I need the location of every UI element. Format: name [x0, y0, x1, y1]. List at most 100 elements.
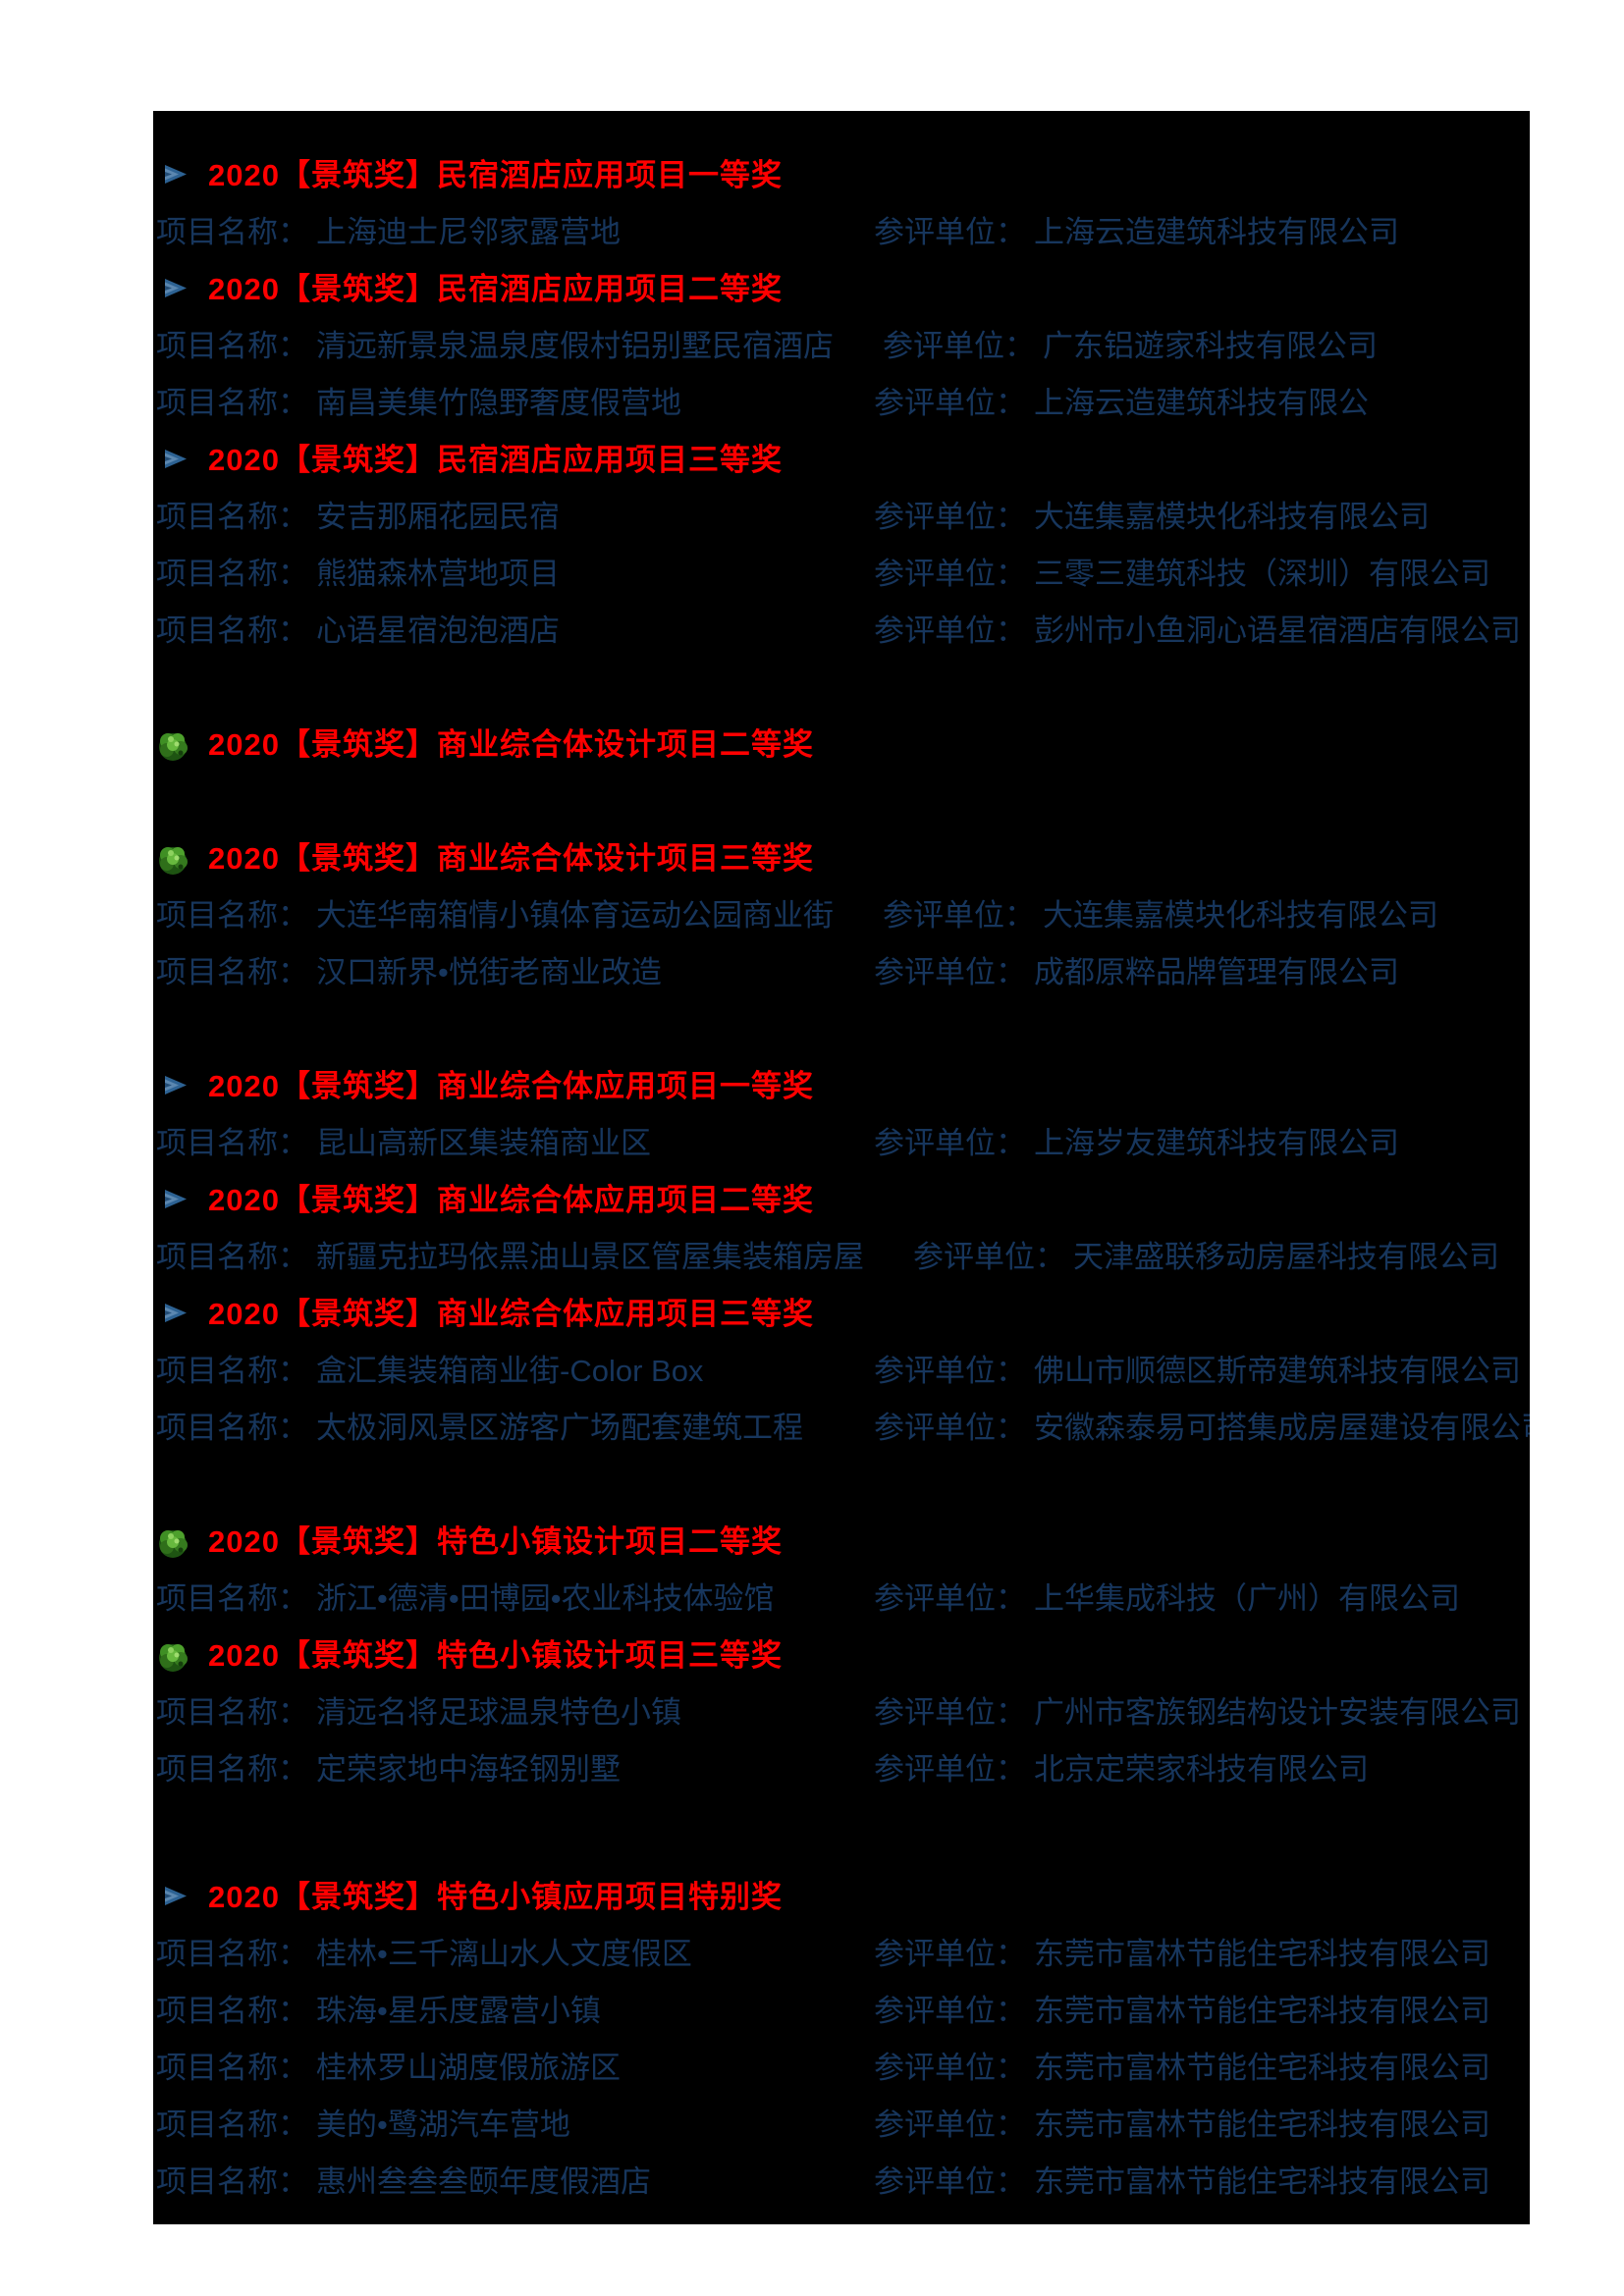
- arrow-bullet-icon: [165, 1184, 208, 1208]
- unit-name: 天津盛联移动房屋科技有限公司: [1073, 1240, 1499, 1274]
- arrow-bullet-icon: [165, 1298, 208, 1322]
- arrow-bullet-icon: [165, 1881, 208, 1905]
- project-label: 项目名称：: [156, 614, 308, 648]
- unit-label: 参评单位：: [874, 215, 1026, 249]
- unit-name: 东莞市富林节能住宅科技有限公司: [1034, 2164, 1490, 2199]
- project-name: 定荣家地中海轻钢别墅: [316, 1752, 621, 1787]
- tree-bullet-icon: [157, 728, 208, 763]
- project-row: 项目名称： 桂林•三千漓山水人文度假区 参评单位： 东莞市富林节能住宅科技有限公司: [153, 1938, 1530, 1995]
- award-heading-text: 2020【景筑奖】民宿酒店应用项目二等奖: [208, 272, 783, 306]
- unit-label: 参评单位：: [874, 1752, 1026, 1787]
- project-label: 项目名称：: [156, 1126, 308, 1160]
- project-row: 项目名称： 心语星宿泡泡酒店 参评单位： 彭州市小鱼洞心语星宿酒店有限公司: [153, 614, 1530, 671]
- unit-cell: 参评单位： 彭州市小鱼洞心语星宿酒店有限公司: [874, 614, 1521, 648]
- unit-name: 东莞市富林节能住宅科技有限公司: [1034, 2051, 1490, 2085]
- award-heading-text: 2020【景筑奖】商业综合体应用项目一等奖: [208, 1069, 814, 1103]
- project-cell: 项目名称： 南昌美集竹隐野奢度假营地: [156, 387, 874, 420]
- project-cell: 项目名称： 惠州叁叁叁颐年度假酒店: [156, 2165, 874, 2199]
- unit-label: 参评单位：: [883, 329, 1035, 363]
- unit-cell: 参评单位： 上海云造建筑科技有限公: [874, 387, 1369, 420]
- unit-label: 参评单位：: [874, 1354, 1026, 1388]
- project-cell: 项目名称： 清远新景泉温泉度假村铝别墅民宿酒店: [156, 330, 883, 363]
- project-label: 项目名称：: [156, 955, 308, 989]
- unit-name: 广州市客族钢结构设计安装有限公司: [1034, 1695, 1521, 1730]
- unit-cell: 参评单位： 三零三建筑科技（深圳）有限公司: [874, 558, 1490, 591]
- project-row: 项目名称： 汉口新界•悦街老商业改造 参评单位： 成都原粹品牌管理有限公司: [153, 956, 1530, 1013]
- project-name: 南昌美集竹隐野奢度假营地: [316, 386, 681, 420]
- unit-label: 参评单位：: [874, 386, 1026, 420]
- project-name: 心语星宿泡泡酒店: [316, 614, 560, 648]
- project-name: 昆山高新区集装箱商业区: [316, 1126, 651, 1160]
- unit-cell: 参评单位： 大连集嘉模块化科技有限公司: [883, 899, 1438, 933]
- project-label: 项目名称：: [156, 1240, 308, 1274]
- project-cell: 项目名称： 盒汇集装箱商业街-Color Box: [156, 1355, 874, 1388]
- project-row: 项目名称： 珠海•星乐度露营小镇 参评单位： 东莞市富林节能住宅科技有限公司: [153, 1995, 1530, 2052]
- unit-label: 参评单位：: [883, 898, 1035, 933]
- arrow-bullet-icon: [165, 159, 208, 184]
- project-name: 珠海•星乐度露营小镇: [316, 1994, 601, 2028]
- blank-line: [153, 1810, 1530, 1881]
- unit-label: 参评单位：: [874, 1581, 1026, 1616]
- project-row: 项目名称： 南昌美集竹隐野奢度假营地 参评单位： 上海云造建筑科技有限公: [153, 387, 1530, 444]
- award-heading-text: 2020【景筑奖】商业综合体设计项目二等奖: [208, 727, 814, 762]
- unit-cell: 参评单位： 东莞市富林节能住宅科技有限公司: [874, 1938, 1490, 1971]
- unit-label: 参评单位：: [874, 955, 1026, 989]
- project-cell: 项目名称： 心语星宿泡泡酒店: [156, 614, 874, 648]
- unit-label: 参评单位：: [874, 2164, 1026, 2199]
- project-name: 清远新景泉温泉度假村铝别墅民宿酒店: [316, 329, 834, 363]
- project-label: 项目名称：: [156, 329, 308, 363]
- award-heading: 2020【景筑奖】商业综合体应用项目三等奖: [153, 1298, 1530, 1355]
- unit-name: 东莞市富林节能住宅科技有限公司: [1034, 2108, 1490, 2142]
- unit-cell: 参评单位： 大连集嘉模块化科技有限公司: [874, 501, 1430, 534]
- award-heading-text: 2020【景筑奖】民宿酒店应用项目一等奖: [208, 158, 783, 192]
- project-cell: 项目名称： 浙江•德清•田博园•农业科技体验馆: [156, 1582, 874, 1616]
- unit-cell: 参评单位： 成都原粹品牌管理有限公司: [874, 956, 1399, 989]
- unit-name: 大连集嘉模块化科技有限公司: [1043, 898, 1438, 933]
- project-label: 项目名称：: [156, 1354, 308, 1388]
- project-label: 项目名称：: [156, 500, 308, 534]
- unit-cell: 参评单位： 上海云造建筑科技有限公司: [874, 216, 1399, 249]
- unit-cell: 参评单位： 广州市客族钢结构设计安装有限公司: [874, 1696, 1521, 1730]
- project-cell: 项目名称： 定荣家地中海轻钢别墅: [156, 1753, 874, 1787]
- project-name: 大连华南箱情小镇体育运动公园商业街: [316, 898, 834, 933]
- award-heading: 2020【景筑奖】商业综合体设计项目二等奖: [153, 728, 1530, 785]
- project-row: 项目名称： 桂林罗山湖度假旅游区 参评单位： 东莞市富林节能住宅科技有限公司: [153, 2052, 1530, 2109]
- award-heading: 2020【景筑奖】商业综合体应用项目二等奖: [153, 1184, 1530, 1241]
- unit-cell: 参评单位： 东莞市富林节能住宅科技有限公司: [874, 1995, 1490, 2028]
- unit-label: 参评单位：: [874, 1695, 1026, 1730]
- unit-name: 安徽森泰易可搭集成房屋建设有限公司: [1034, 1411, 1530, 1445]
- project-cell: 项目名称： 珠海•星乐度露营小镇: [156, 1995, 874, 2028]
- project-label: 项目名称：: [156, 1411, 308, 1445]
- unit-label: 参评单位：: [874, 500, 1026, 534]
- project-cell: 项目名称： 昆山高新区集装箱商业区: [156, 1127, 874, 1160]
- project-cell: 项目名称： 安吉那厢花园民宿: [156, 501, 874, 534]
- unit-label: 参评单位：: [874, 557, 1026, 591]
- award-heading-text: 2020【景筑奖】特色小镇应用项目特别奖: [208, 1880, 783, 1914]
- arrow-bullet-icon: [165, 444, 208, 468]
- project-name: 盒汇集装箱商业街-Color Box: [316, 1354, 704, 1388]
- project-name: 新疆克拉玛依黑油山景区管屋集装箱房屋: [316, 1240, 864, 1274]
- unit-cell: 参评单位： 东莞市富林节能住宅科技有限公司: [874, 2165, 1490, 2199]
- project-cell: 项目名称： 上海迪士尼邻家露营地: [156, 216, 874, 249]
- unit-label: 参评单位：: [874, 2051, 1026, 2085]
- project-row: 项目名称： 安吉那厢花园民宿 参评单位： 大连集嘉模块化科技有限公司: [153, 501, 1530, 558]
- arrow-bullet-icon: [165, 1070, 208, 1095]
- project-cell: 项目名称： 桂林罗山湖度假旅游区: [156, 2052, 874, 2085]
- project-row: 项目名称： 美的•鹭湖汽车营地 参评单位： 东莞市富林节能住宅科技有限公司: [153, 2109, 1530, 2165]
- project-cell: 项目名称： 汉口新界•悦街老商业改造: [156, 956, 874, 989]
- project-cell: 项目名称： 新疆克拉玛依黑油山景区管屋集装箱房屋: [156, 1241, 913, 1274]
- project-label: 项目名称：: [156, 898, 308, 933]
- project-cell: 项目名称： 美的•鹭湖汽车营地: [156, 2109, 874, 2142]
- award-heading-text: 2020【景筑奖】商业综合体应用项目三等奖: [208, 1297, 814, 1331]
- project-name: 美的•鹭湖汽车营地: [316, 2108, 570, 2142]
- unit-cell: 参评单位： 北京定荣家科技有限公司: [874, 1753, 1369, 1787]
- tree-bullet-icon: [157, 842, 208, 877]
- award-heading: 2020【景筑奖】民宿酒店应用项目一等奖: [153, 159, 1530, 216]
- project-label: 项目名称：: [156, 1752, 308, 1787]
- project-name: 桂林罗山湖度假旅游区: [316, 2051, 621, 2085]
- unit-cell: 参评单位： 上华集成科技（广州）有限公司: [874, 1582, 1460, 1616]
- unit-label: 参评单位：: [913, 1240, 1065, 1274]
- unit-name: 上海云造建筑科技有限公: [1034, 386, 1369, 420]
- project-name: 惠州叁叁叁颐年度假酒店: [316, 2164, 651, 2199]
- tree-bullet-icon: [157, 1525, 208, 1560]
